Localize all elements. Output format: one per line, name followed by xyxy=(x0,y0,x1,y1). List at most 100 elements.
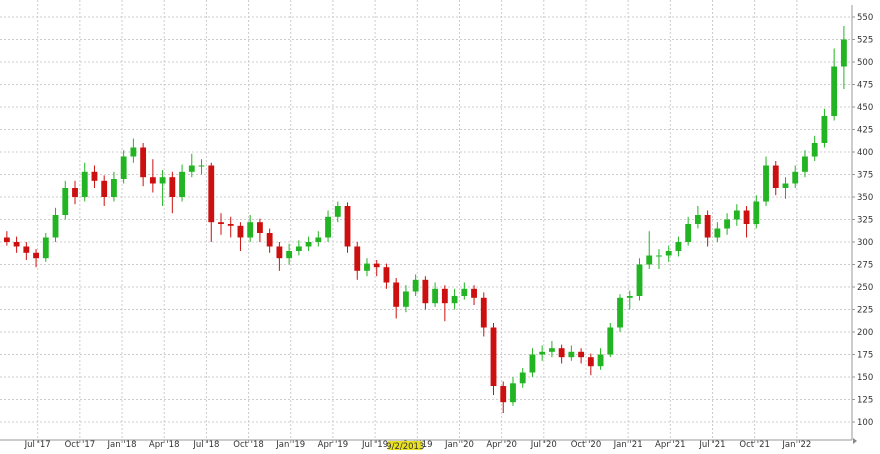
candle-body xyxy=(831,66,838,116)
candle-body xyxy=(685,224,692,242)
candle-body xyxy=(607,327,614,355)
y-tick-label: 375 xyxy=(857,171,873,181)
candle-body xyxy=(753,201,760,224)
candle-body xyxy=(490,327,497,386)
x-tick-label: Apr '21 xyxy=(655,440,686,450)
candle-body xyxy=(266,233,273,247)
x-tick-label: Jan '22 xyxy=(781,440,811,450)
candle-body xyxy=(548,348,555,352)
candle-body xyxy=(169,177,176,197)
candle-body xyxy=(130,147,137,157)
y-tick-label: 475 xyxy=(857,81,873,91)
candle-body xyxy=(763,165,769,202)
candle-body xyxy=(656,255,662,257)
candle-body xyxy=(257,222,263,233)
candle-body xyxy=(471,288,477,298)
x-tick-label: Oct '18 xyxy=(233,440,264,450)
candle-body xyxy=(62,188,69,215)
candle-body xyxy=(393,282,400,307)
candle-body xyxy=(802,156,808,172)
candle-body xyxy=(568,351,575,358)
candle-body xyxy=(149,177,156,184)
candle-body xyxy=(432,288,439,304)
candle-body xyxy=(587,357,594,367)
candle-body xyxy=(529,354,536,373)
y-tick-label: 450 xyxy=(857,103,873,113)
candle-body xyxy=(315,237,322,242)
candle-body xyxy=(626,296,633,298)
candle-body xyxy=(325,216,331,238)
cursor-label-box xyxy=(388,441,423,452)
candle-body xyxy=(821,116,828,143)
candle-body xyxy=(72,188,78,197)
candle-body xyxy=(373,263,380,268)
candle-body xyxy=(13,242,20,247)
candle-body xyxy=(792,171,799,184)
candle-body xyxy=(724,219,731,229)
candle-body xyxy=(451,296,458,304)
candle-body xyxy=(694,215,701,224)
candle-body xyxy=(578,351,585,358)
candle-body xyxy=(3,237,10,242)
candle-body xyxy=(383,267,390,283)
y-tick-label: 425 xyxy=(857,126,873,136)
candle-body xyxy=(42,237,49,259)
x-tick-label: Jan '21 xyxy=(613,440,643,450)
x-tick-label: Jul '17 xyxy=(24,440,51,450)
candle-body xyxy=(120,156,127,179)
candle-body xyxy=(198,165,205,167)
scroll-arrow xyxy=(853,438,857,444)
y-tick-label: 200 xyxy=(857,328,873,338)
candle-body xyxy=(218,222,224,224)
candle-body xyxy=(23,246,30,253)
candle-body xyxy=(782,183,789,188)
x-tick-label: Oct '21 xyxy=(739,440,770,450)
candle-body xyxy=(811,143,818,157)
candle-body xyxy=(704,215,711,238)
candle-body xyxy=(597,354,604,367)
y-tick-label: 400 xyxy=(857,148,873,158)
candle-body xyxy=(159,177,166,184)
x-tick-label: Apr '19 xyxy=(318,440,349,450)
y-tick-label: 500 xyxy=(857,58,873,68)
candle-body xyxy=(208,165,215,223)
candle-body xyxy=(733,210,740,220)
candle-body xyxy=(519,372,526,384)
x-tick-label: Jan '18 xyxy=(107,440,137,450)
x-tick-label: Oct '20 xyxy=(571,440,602,450)
candle-body xyxy=(500,386,507,403)
candle-body xyxy=(558,348,565,358)
candle-body xyxy=(295,246,302,251)
candle-body xyxy=(743,210,750,224)
x-tick-label: Apr '20 xyxy=(486,440,517,450)
candle-body xyxy=(840,39,847,67)
y-tick-label: 150 xyxy=(857,373,873,383)
y-tick-label: 525 xyxy=(857,36,873,46)
candle-body xyxy=(714,228,721,238)
candle-body xyxy=(111,179,117,197)
candle-body xyxy=(237,225,244,238)
candle-body xyxy=(334,206,341,217)
candle-body xyxy=(636,264,643,296)
x-tick-label: Jul '18 xyxy=(192,440,219,450)
cursor-label: 9/2/2013 xyxy=(386,442,424,450)
y-tick-label: 250 xyxy=(857,283,873,293)
candle-body xyxy=(344,206,351,247)
candle-body xyxy=(665,251,672,256)
y-tick-label: 175 xyxy=(857,351,873,361)
candle-body xyxy=(354,246,361,271)
y-tick-label: 350 xyxy=(857,193,873,203)
y-tick-label: 125 xyxy=(857,396,873,406)
candle-body xyxy=(402,291,409,307)
candle-body xyxy=(188,165,195,172)
x-tick-label: Jul '21 xyxy=(698,440,725,450)
candle-body xyxy=(81,171,88,197)
candle-body xyxy=(364,263,370,271)
candle-body xyxy=(276,246,283,259)
candle-body xyxy=(461,288,468,296)
candle-body xyxy=(675,242,682,251)
y-tick-label: 100 xyxy=(857,418,873,428)
x-tick-label: Jul '19 xyxy=(361,440,388,450)
candle-body xyxy=(52,215,59,238)
